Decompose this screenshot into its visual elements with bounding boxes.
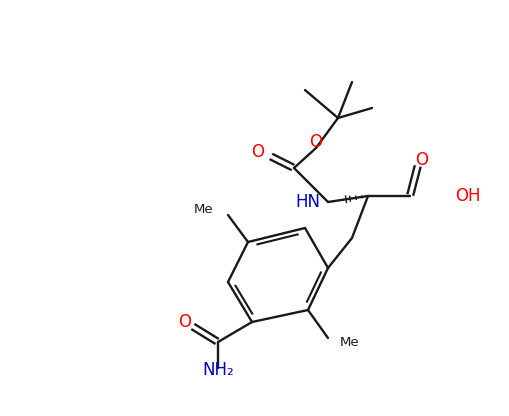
- Text: O: O: [251, 143, 264, 161]
- Text: O: O: [309, 133, 322, 151]
- Text: HN: HN: [294, 193, 319, 211]
- Text: Me: Me: [340, 335, 359, 349]
- Text: O: O: [415, 151, 428, 169]
- Text: O: O: [178, 313, 191, 331]
- Text: Me: Me: [193, 203, 213, 216]
- Text: NH₂: NH₂: [202, 361, 234, 379]
- Text: OH: OH: [454, 187, 479, 205]
